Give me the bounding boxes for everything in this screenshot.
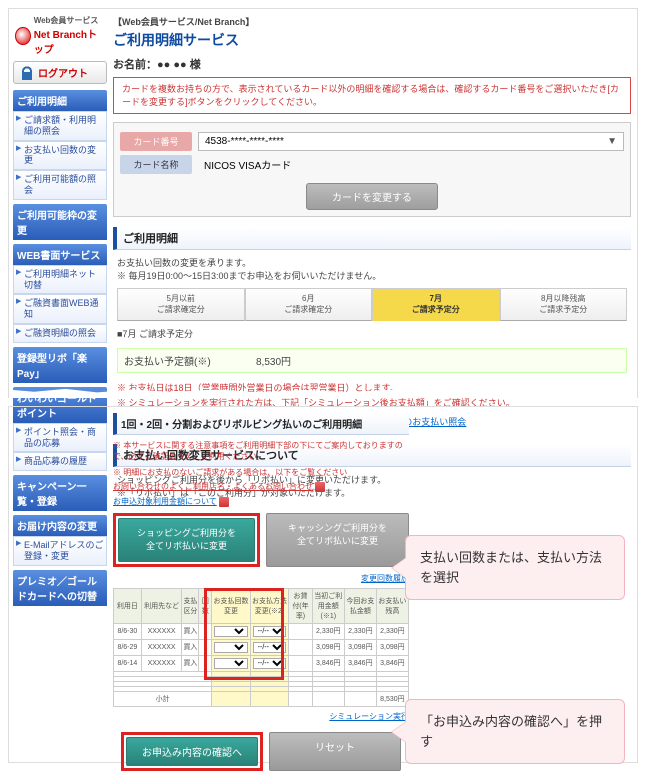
breadcrumb-a: 【Web会員サービス/Net Branch】 — [113, 17, 254, 27]
active-tab-caption: ■7月 ご請求予定分 — [117, 327, 627, 340]
bulk-change-buttons: ショッピングご利用分を 全てリボ払いに変更 キャッシングご利用分を 全てリボ払い… — [113, 513, 409, 566]
tab-jul[interactable]: 7月ご請求予定分 — [372, 288, 500, 321]
card-name-value: NICOS VISAカード — [198, 154, 624, 175]
menu-item[interactable]: ご融資明細の照会 — [13, 324, 107, 343]
doc-icon — [315, 482, 325, 492]
total-value: 8,530円 — [376, 691, 408, 706]
card-name-label: カード名称 — [120, 155, 192, 174]
tab-may[interactable]: 5月以前ご請求確定分 — [117, 288, 245, 321]
card-number-select[interactable]: 4538-****-****-**** ▼ — [198, 132, 624, 151]
menu-head[interactable]: WEB書面サービス — [13, 244, 107, 265]
logout-button[interactable]: ログアウト — [13, 61, 107, 84]
callout-press-confirm: 「お申込み内容の確認へ」を押す — [405, 699, 625, 764]
table-row: 8/6-30XXXXXX買入1--/--2,330円2,330円2,330円 — [114, 623, 409, 639]
top-screenshot: Web会員サービス Net Branchトップ ログアウト ご利用明細 ご請求額… — [8, 8, 638, 398]
card-number-label: カード番号 — [120, 132, 192, 151]
brand-logo-icon — [15, 27, 31, 45]
card-number-value: 4538-****-****-**** — [205, 136, 284, 147]
page-title: ご利用明細サービス — [113, 30, 631, 50]
lock-icon — [20, 66, 34, 80]
link-simulation[interactable]: シミュレーション実行 — [329, 712, 409, 721]
footer-buttons: お申込み内容の確認へ リセット — [113, 732, 409, 771]
brand-line2: Net Branchトップ — [34, 30, 97, 56]
menu-item[interactable]: ご利用明細ネット切替 — [13, 265, 107, 295]
confirm-button[interactable]: お申込み内容の確認へ — [126, 737, 258, 766]
change-card-button[interactable]: カードを変更する — [306, 183, 438, 210]
callout-select-method: 支払い回数または、支払い方法を選択 — [405, 535, 625, 600]
card-selector: カード番号 4538-****-****-**** ▼ カード名称 NICOS … — [113, 122, 631, 217]
th: お支払方法変更(※2) — [250, 588, 288, 623]
menu-item[interactable]: ご請求額・利用明細の照会 — [13, 111, 107, 141]
bottom-main: 1回・2回・分割およびリボルビング払いのご利用明細 ※ 本サービスに関する注意事… — [113, 413, 409, 771]
th: 回数 — [199, 588, 212, 623]
menu-item[interactable]: ご利用可能額の照会 — [13, 170, 107, 200]
table-row: 8/6-14XXXXXX買入1--/--3,846円3,846円3,846円 — [114, 655, 409, 671]
meisai-note2: ※ 毎月19日0:00〜15日3:00までお申込をお伺いいただけません。 — [117, 269, 627, 282]
method-select[interactable]: --/-- — [253, 642, 287, 653]
user-name: お名前：●● ●● 様 — [113, 56, 631, 72]
menu-head-meisai[interactable]: ご利用明細 — [13, 90, 107, 111]
menu-item[interactable]: お支払い回数の変更 — [13, 141, 107, 171]
notice-box: カードを複数お持ちの方で、表示されているカード以外の明細を確認する場合は、確認す… — [113, 77, 631, 114]
total-label: 小計 — [114, 691, 212, 706]
section-meisai-head: ご利用明細 — [113, 227, 631, 250]
reset-button[interactable]: リセット — [269, 732, 401, 771]
th: お貸付(年率) — [289, 588, 313, 623]
highlight-confirm: お申込み内容の確認へ — [121, 732, 263, 771]
th: 支払区分 — [182, 588, 199, 623]
method-select[interactable]: --/-- — [253, 626, 287, 637]
th: 利用日 — [114, 588, 142, 623]
th: 当初ご利用金額(※1) — [312, 588, 344, 623]
bot-warn-main: ※ 本サービスに関する注意事項をご利用明細下部の下にてご案内しておりますので、必… — [113, 440, 409, 462]
dropdown-icon: ▼ — [607, 136, 617, 147]
th: 今回お支払金額 — [344, 588, 376, 623]
estimated-amount-label: お支払い予定額(※) — [118, 349, 250, 372]
th: お支払い残高 — [376, 588, 408, 623]
btn-shopping-revo[interactable]: ショッピングご利用分を 全てリボ払いに変更 — [118, 518, 255, 561]
estimated-amount: お支払い予定額(※) 8,530円 — [117, 348, 627, 373]
bot-head: 1回・2回・分割およびリボルビング払いのご利用明細 — [113, 413, 409, 435]
count-select[interactable] — [214, 642, 248, 653]
brand[interactable]: Web会員サービス Net Branchトップ — [13, 13, 107, 58]
menu-item[interactable]: ご融資書面WEB通知 — [13, 294, 107, 324]
method-select[interactable]: --/-- — [253, 658, 287, 669]
logout-label: ログアウト — [38, 65, 88, 80]
brand-line1: Web会員サービス — [34, 15, 105, 26]
th: お支払回数変更 — [212, 588, 250, 623]
count-select[interactable] — [214, 626, 248, 637]
menu-head[interactable]: ご利用可能枠の変更 — [13, 204, 107, 240]
month-tabs: 5月以前ご請求確定分 6月ご請求確定分 7月ご請求予定分 8月以降残高ご請求予定… — [117, 288, 627, 321]
table-row: 8/6-29XXXXXX買入1--/--3,098円3,098円3,098円 — [114, 639, 409, 655]
tab-aug[interactable]: 8月以降残高ご請求予定分 — [500, 288, 628, 321]
breadcrumb: 【Web会員サービス/Net Branch】 — [113, 15, 631, 28]
meisai-table-wrap: 利用日 利用先など 支払区分 回数 お支払回数変更 お支払方法変更(※2) お貸… — [113, 588, 409, 707]
meisai-note1: お支払い回数の変更を承ります。 — [117, 256, 627, 269]
estimated-amount-value: 8,530円 — [250, 349, 297, 372]
menu-head[interactable]: 登録型リボ「楽Pay」 — [13, 347, 107, 383]
doc-icon — [219, 497, 229, 507]
bot-faq2[interactable]: お問い合わせのよくご利用店名・よくあるお問い合わせ — [113, 482, 313, 491]
bottom-screenshot: 1回・2回・分割およびリボルビング払いのご利用明細 ※ 本サービスに関する注意事… — [8, 406, 638, 763]
bot-faq1: ※ 明細にお支払のないご請求がある場合は、以下をご覧ください — [113, 467, 409, 478]
link-amount-about[interactable]: お申込対象利用金額について — [113, 497, 217, 506]
btn-cashing-revo[interactable]: キャッシングご利用分を 全てリボ払いに変更 — [266, 513, 409, 566]
count-select[interactable] — [214, 658, 248, 669]
th: 利用先など — [141, 588, 182, 623]
meisai-table: 利用日 利用先など 支払区分 回数 お支払回数変更 お支払方法変更(※2) お貸… — [113, 588, 409, 707]
tab-jun[interactable]: 6月ご請求確定分 — [245, 288, 373, 321]
